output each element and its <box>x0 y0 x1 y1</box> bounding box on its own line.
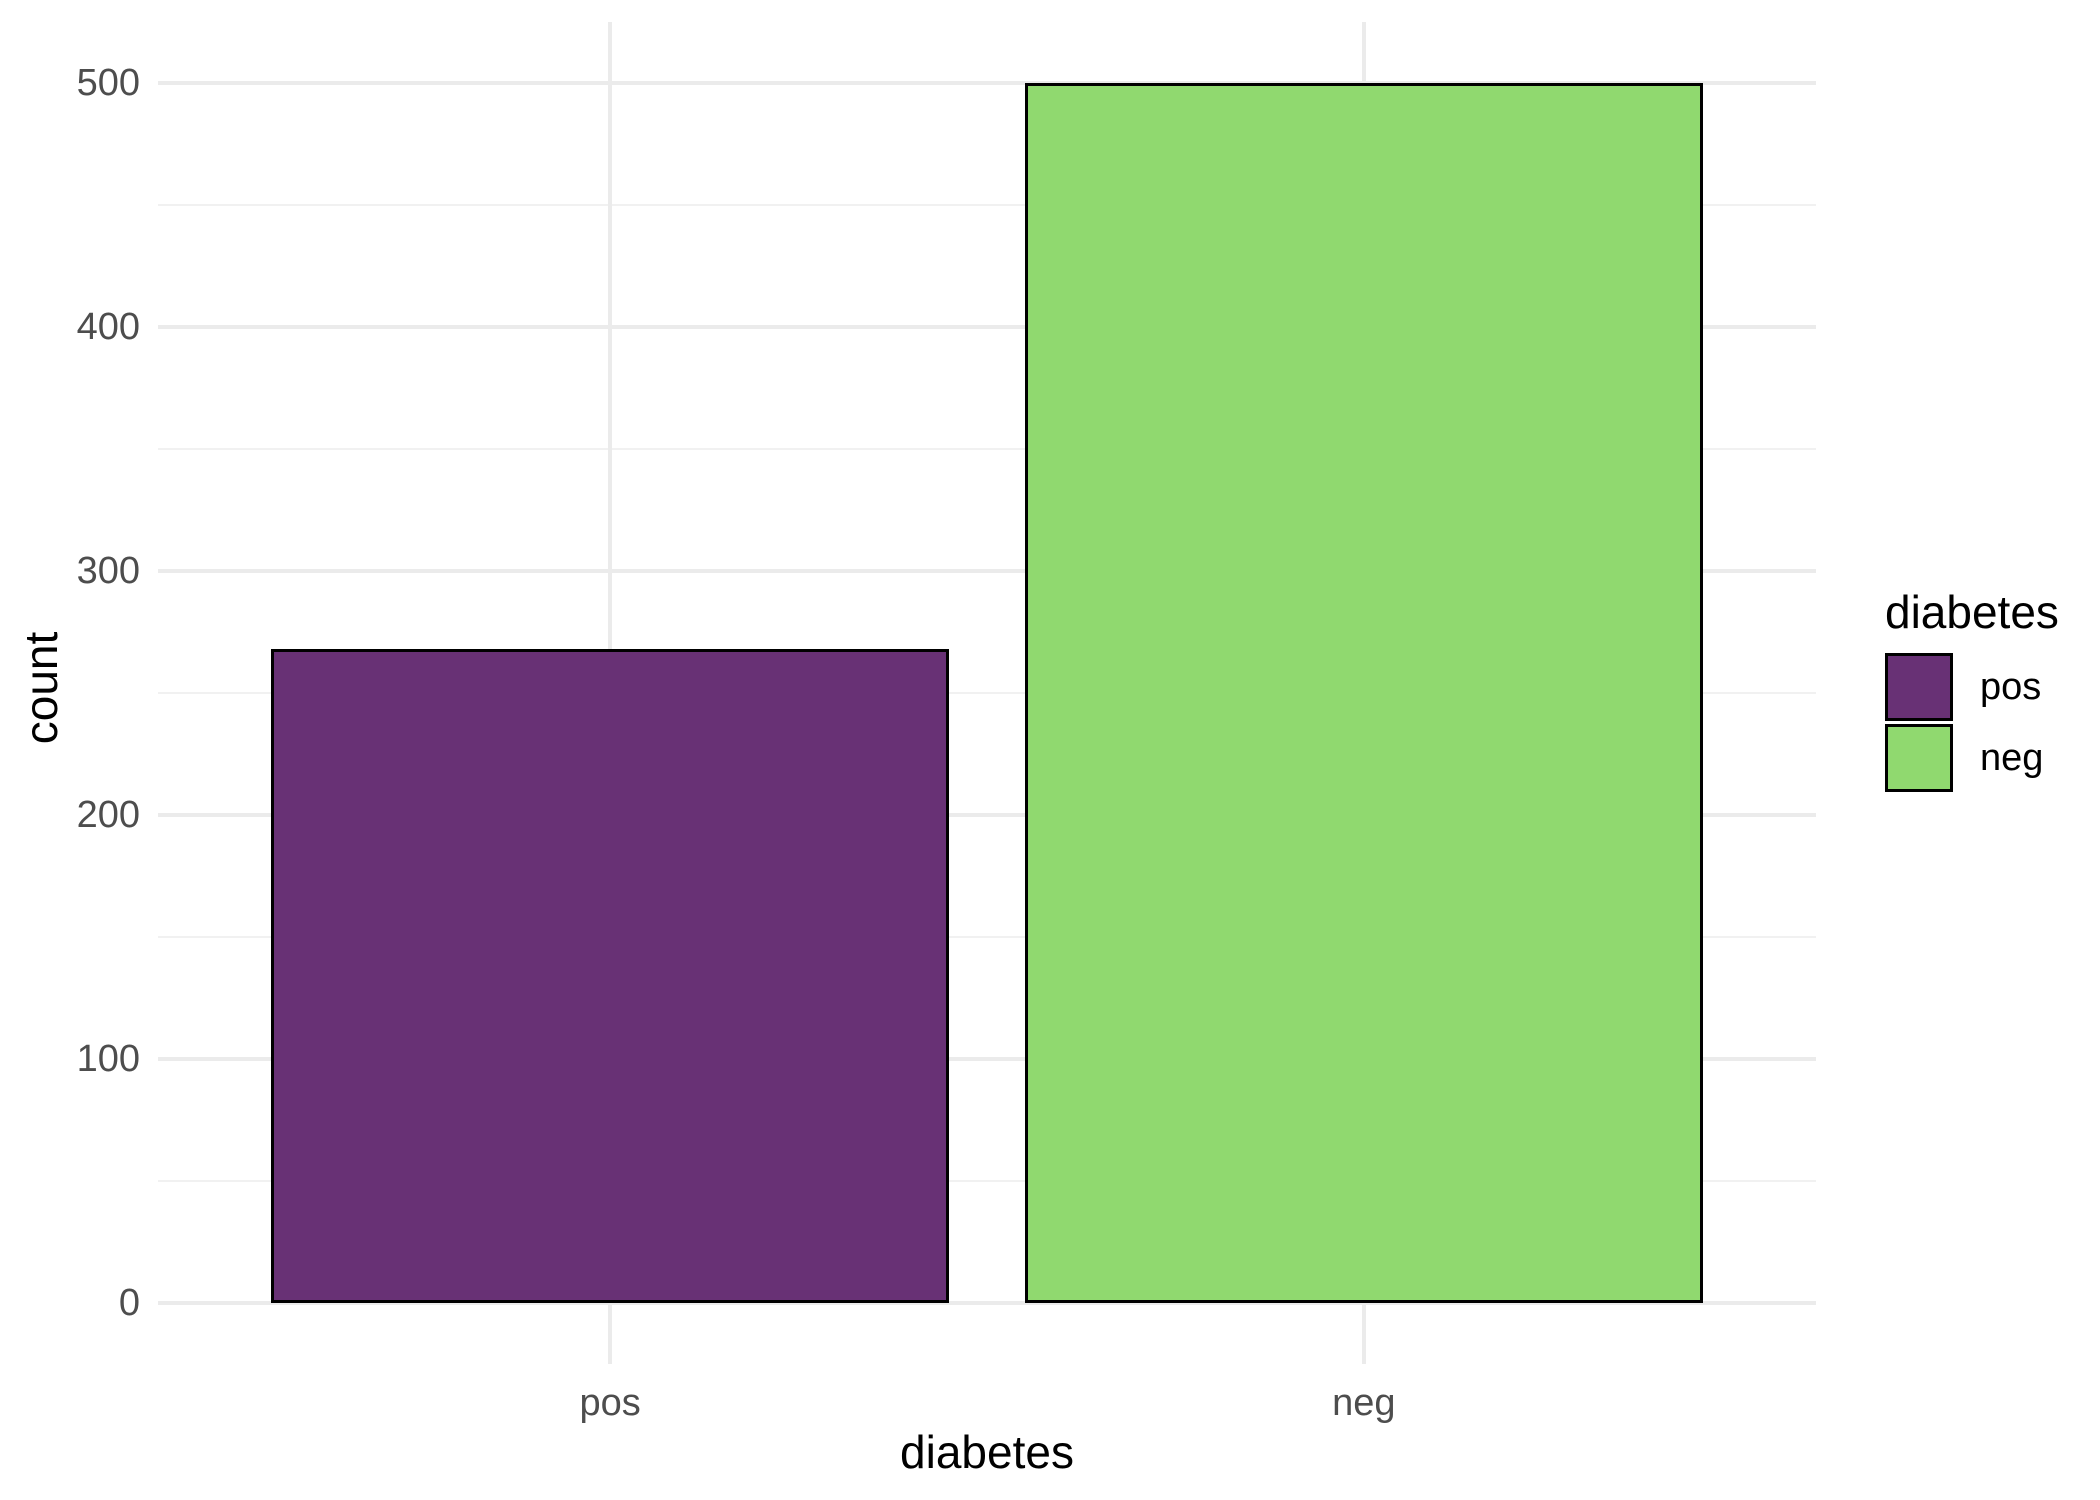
legend-title: diabetes <box>1885 586 2059 638</box>
gridline-major-100 <box>158 1057 1816 1061</box>
gridline-minor-50 <box>158 1180 1816 1182</box>
legend-label-neg: neg <box>1980 736 2044 779</box>
y-axis-title: count <box>15 631 67 745</box>
y-axis-tick-label-500: 500 <box>76 62 140 104</box>
gridline-minor-450 <box>158 204 1816 206</box>
y-axis-tick-label-200: 200 <box>76 794 140 836</box>
bar-neg <box>1024 83 1703 1303</box>
bar-pos <box>271 649 950 1303</box>
legend-swatch-neg <box>1885 724 1953 792</box>
gridline-major-500 <box>158 81 1816 85</box>
gridline-minor-350 <box>158 448 1816 450</box>
gridline-minor-150 <box>158 936 1816 938</box>
plot-panel <box>158 22 1816 1364</box>
legend-key-neg: neg <box>1885 724 2059 792</box>
legend-key-pos: pos <box>1885 653 2059 721</box>
y-axis-tick-label-0: 0 <box>118 1282 140 1324</box>
gridline-major-200 <box>158 813 1816 817</box>
y-axis-tick-label-300: 300 <box>76 550 140 592</box>
legend-keys: pos neg <box>1885 653 2059 792</box>
legend-swatch-pos <box>1885 653 1953 721</box>
y-axis-tick-label-400: 400 <box>76 306 140 348</box>
x-axis-tick-label-neg: neg <box>1332 1382 1396 1424</box>
gridline-major-300 <box>158 569 1816 573</box>
gridline-major-0 <box>158 1301 1816 1305</box>
gridline-minor-250 <box>158 692 1816 694</box>
y-axis-tick-label-100: 100 <box>76 1038 140 1080</box>
legend-label-pos: pos <box>1980 665 2042 708</box>
x-axis-title: diabetes <box>900 1426 1074 1478</box>
gridline-major-400 <box>158 325 1816 329</box>
x-axis-tick-label-pos: pos <box>579 1382 641 1424</box>
legend: diabetes pos neg <box>1885 588 2059 795</box>
